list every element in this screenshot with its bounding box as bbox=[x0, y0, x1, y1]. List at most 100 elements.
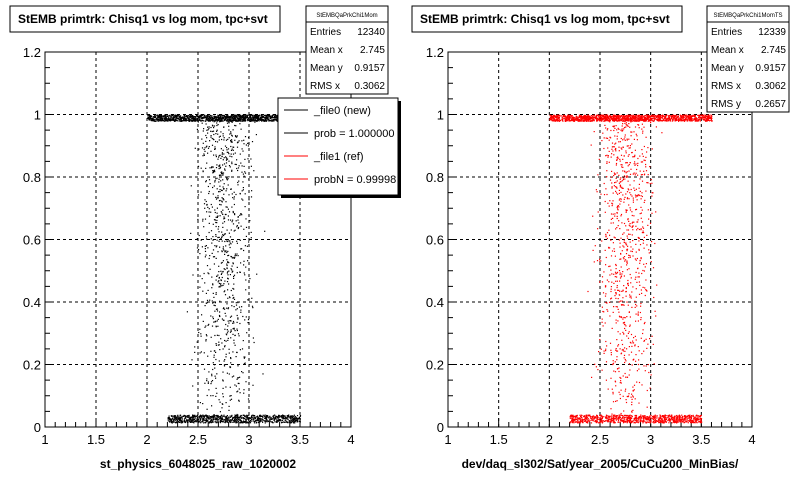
data-point bbox=[163, 115, 165, 117]
data-point bbox=[250, 165, 252, 167]
data-point bbox=[243, 120, 245, 122]
data-point bbox=[631, 117, 633, 119]
data-point bbox=[203, 416, 205, 418]
data-point bbox=[638, 120, 640, 122]
data-point bbox=[248, 421, 250, 423]
data-point bbox=[228, 118, 230, 120]
data-point bbox=[632, 117, 634, 119]
data-point bbox=[249, 117, 251, 119]
data-point bbox=[658, 120, 661, 122]
data-point bbox=[237, 302, 239, 304]
data-point bbox=[710, 119, 712, 121]
data-point bbox=[200, 120, 202, 122]
data-point bbox=[226, 149, 228, 151]
data-point bbox=[286, 415, 288, 417]
data-point bbox=[259, 118, 261, 120]
data-point bbox=[204, 116, 206, 118]
data-point bbox=[630, 119, 632, 121]
data-point bbox=[272, 417, 274, 419]
data-point bbox=[257, 115, 259, 117]
data-point bbox=[254, 121, 256, 123]
data-point bbox=[255, 416, 257, 418]
data-point bbox=[593, 114, 595, 116]
data-point bbox=[234, 419, 236, 421]
data-point bbox=[706, 119, 708, 121]
data-point bbox=[193, 418, 195, 420]
data-point bbox=[229, 416, 231, 418]
data-point bbox=[150, 115, 152, 117]
data-point bbox=[177, 414, 179, 416]
data-point bbox=[226, 267, 228, 270]
data-point bbox=[206, 415, 208, 417]
data-point bbox=[202, 403, 204, 405]
data-point bbox=[659, 114, 661, 116]
data-point bbox=[292, 419, 294, 422]
data-point bbox=[213, 127, 215, 129]
data-point bbox=[236, 226, 238, 228]
data-point bbox=[192, 415, 194, 417]
data-point bbox=[623, 120, 625, 122]
data-point bbox=[229, 246, 231, 249]
data-point bbox=[619, 115, 621, 117]
data-point bbox=[278, 417, 280, 419]
data-point bbox=[228, 417, 230, 419]
data-point bbox=[215, 257, 217, 259]
data-point bbox=[572, 116, 574, 118]
data-point bbox=[190, 419, 192, 421]
data-point bbox=[190, 115, 192, 117]
data-point bbox=[710, 115, 712, 117]
data-point bbox=[199, 420, 201, 422]
data-point bbox=[711, 119, 713, 122]
data-point bbox=[219, 215, 221, 217]
data-point bbox=[211, 380, 214, 382]
data-point bbox=[271, 421, 273, 423]
data-point bbox=[224, 422, 226, 424]
data-point bbox=[666, 117, 668, 119]
data-point bbox=[234, 344, 236, 346]
data-point bbox=[611, 118, 613, 120]
data-point bbox=[221, 250, 223, 252]
data-point bbox=[673, 114, 675, 117]
data-point bbox=[217, 318, 219, 320]
data-point bbox=[173, 120, 176, 122]
data-point bbox=[276, 119, 278, 121]
data-point bbox=[243, 272, 245, 274]
data-point bbox=[234, 229, 236, 231]
data-point bbox=[207, 272, 209, 274]
data-point bbox=[239, 416, 241, 418]
data-point bbox=[682, 118, 685, 120]
data-point bbox=[273, 120, 275, 122]
data-point bbox=[232, 263, 234, 265]
data-point bbox=[279, 415, 281, 418]
data-point bbox=[245, 422, 247, 424]
data-point bbox=[222, 226, 224, 228]
data-point bbox=[214, 181, 216, 183]
data-point bbox=[299, 420, 301, 422]
data-point bbox=[598, 116, 600, 118]
data-point bbox=[236, 328, 238, 330]
data-point bbox=[591, 118, 593, 120]
data-point bbox=[565, 118, 567, 120]
data-point bbox=[594, 116, 596, 118]
stats-value: 0.9157 bbox=[354, 63, 385, 74]
data-point bbox=[230, 229, 232, 231]
data-point bbox=[252, 118, 255, 120]
data-point bbox=[277, 417, 279, 419]
data-point bbox=[260, 114, 262, 116]
data-point bbox=[588, 117, 590, 119]
data-point bbox=[289, 417, 292, 419]
data-point bbox=[229, 399, 231, 401]
data-point bbox=[216, 122, 218, 124]
data-point bbox=[213, 414, 215, 416]
data-point bbox=[206, 162, 208, 164]
data-point bbox=[235, 136, 237, 138]
data-point bbox=[292, 418, 294, 420]
data-point bbox=[618, 116, 620, 118]
data-point bbox=[258, 421, 260, 424]
data-point bbox=[150, 118, 152, 120]
data-point bbox=[245, 115, 247, 117]
data-point bbox=[250, 119, 253, 121]
data-point bbox=[595, 117, 597, 119]
data-point bbox=[293, 418, 295, 420]
data-point bbox=[210, 395, 212, 397]
